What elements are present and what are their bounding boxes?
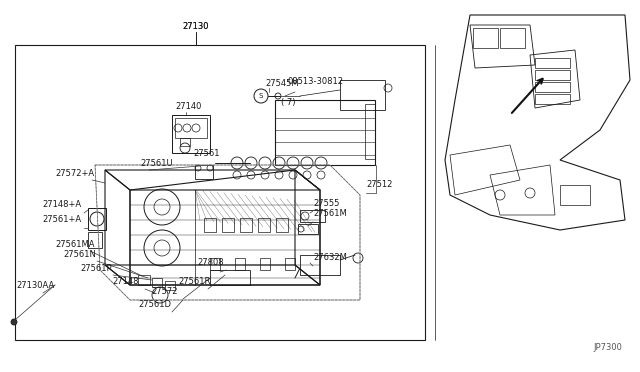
Text: 27632M: 27632M <box>313 253 347 262</box>
Bar <box>285 258 295 270</box>
Bar <box>180 138 190 146</box>
Text: 27808: 27808 <box>197 258 223 267</box>
Text: 27130: 27130 <box>183 22 209 31</box>
Bar <box>535 70 570 80</box>
Bar <box>260 258 270 270</box>
Text: 27148: 27148 <box>112 277 138 286</box>
Text: 27572+A: 27572+A <box>55 169 94 178</box>
Bar <box>258 218 270 232</box>
Bar <box>165 281 175 290</box>
Bar <box>88 232 102 248</box>
Bar <box>222 218 234 232</box>
Bar <box>298 224 318 234</box>
Bar <box>210 258 220 270</box>
Bar <box>275 100 375 165</box>
Bar <box>535 82 570 92</box>
Text: 27561M: 27561M <box>313 209 347 218</box>
Bar <box>276 218 288 232</box>
Bar <box>300 255 340 275</box>
Bar <box>500 28 525 48</box>
Circle shape <box>11 319 17 325</box>
Bar <box>15 45 425 340</box>
Text: 27572: 27572 <box>151 287 177 296</box>
Text: 27130AA: 27130AA <box>16 281 54 290</box>
Text: 27561R: 27561R <box>178 277 211 286</box>
Text: 27148+A: 27148+A <box>42 200 81 209</box>
Text: 27545M: 27545M <box>265 79 299 88</box>
Bar <box>152 278 162 287</box>
Bar <box>473 28 498 48</box>
Text: JP7300: JP7300 <box>593 343 622 352</box>
Bar <box>535 94 570 104</box>
Bar <box>340 80 385 110</box>
Bar <box>210 270 250 285</box>
Bar <box>365 104 375 159</box>
Text: 27561N: 27561N <box>63 250 96 259</box>
Bar <box>204 218 216 232</box>
Text: 27512: 27512 <box>366 180 392 189</box>
Text: 27561D: 27561D <box>138 300 171 309</box>
Bar <box>88 208 106 230</box>
Text: 27561U: 27561U <box>140 159 173 168</box>
Text: ( 7): ( 7) <box>281 98 296 107</box>
Bar <box>235 258 245 270</box>
Text: 27561: 27561 <box>193 149 220 158</box>
Text: 08513-30812: 08513-30812 <box>288 77 344 86</box>
Text: 27561P: 27561P <box>80 264 111 273</box>
Text: 27561MA: 27561MA <box>55 240 95 249</box>
Bar <box>535 58 570 68</box>
Bar <box>560 185 590 205</box>
Text: 27555: 27555 <box>313 199 339 208</box>
Bar <box>240 218 252 232</box>
Text: 27140: 27140 <box>175 102 202 111</box>
Text: S: S <box>259 93 263 99</box>
Text: 27561+A: 27561+A <box>42 215 81 224</box>
Bar <box>172 115 210 153</box>
Bar <box>195 165 213 179</box>
Bar <box>138 275 150 285</box>
Text: 27130: 27130 <box>183 22 209 31</box>
Bar <box>175 118 207 138</box>
Bar <box>300 210 325 222</box>
